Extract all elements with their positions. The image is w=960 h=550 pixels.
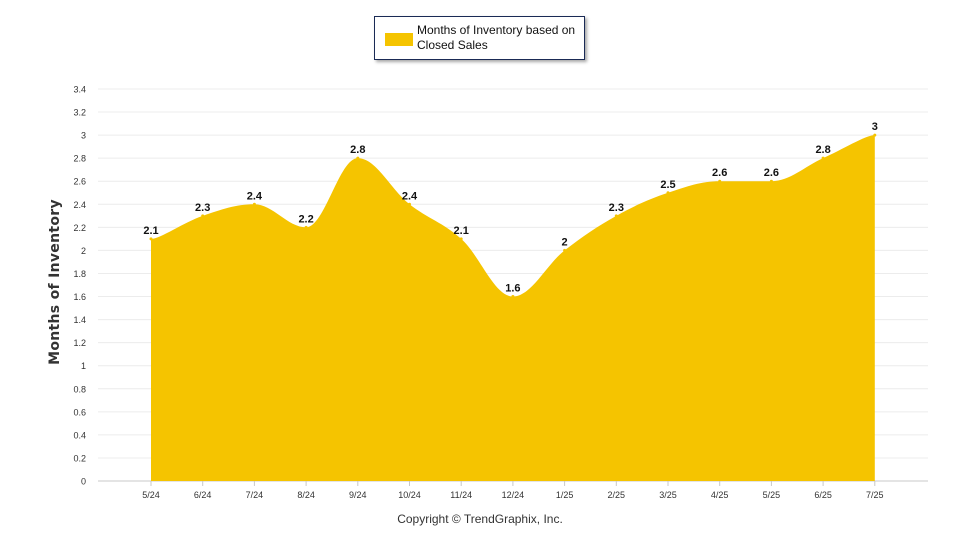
data-label: 3: [872, 121, 878, 133]
y-tick-label: 0.6: [73, 407, 86, 417]
data-label: 2.6: [712, 167, 727, 179]
data-point: [666, 191, 670, 195]
x-tick-label: 9/24: [349, 490, 367, 500]
y-tick-label: 0.4: [73, 430, 86, 440]
data-point: [304, 225, 308, 229]
y-tick-label: 1: [81, 361, 86, 371]
data-label: 2.3: [195, 202, 210, 214]
y-tick-label: 0.8: [73, 384, 86, 394]
y-tick-label: 3.2: [73, 108, 86, 118]
data-labels: 2.1 2.3 2.4 2.2 2.8 2.4 2.1 1.6 2 2.3 2.5 2.6 2.6 2.8…: [143, 121, 878, 294]
y-axis-ticks: 0 0.2 0.4 0.6 0.8 1 1.2 1.4 1.6 1.8 2 2.2 2.4 2.6 2.8 3…: [73, 85, 86, 487]
area-series: [149, 133, 877, 481]
data-label: 2.6: [764, 167, 779, 179]
data-label: 2.4: [402, 190, 418, 202]
y-tick-label: 2: [81, 246, 86, 256]
y-tick-label: 2.6: [73, 177, 86, 187]
data-point: [718, 179, 722, 183]
x-tick-label: 5/24: [142, 490, 160, 500]
data-label: 2.2: [298, 213, 313, 225]
data-point: [511, 295, 515, 299]
x-tick-label: 2/25: [608, 490, 626, 500]
x-tick-label: 7/25: [866, 490, 884, 500]
data-point: [408, 202, 411, 206]
x-axis-ticks: 5/24 6/24 7/24 8/24 9/24 10/24 11/24 12/24 1/25 2…: [142, 481, 884, 500]
data-label: 2.4: [247, 190, 263, 202]
y-tick-label: 1.6: [73, 292, 86, 302]
y-tick-label: 3: [81, 131, 86, 141]
x-tick-label: 6/25: [814, 490, 832, 500]
copyright-text: Copyright © TrendGraphix, Inc.: [397, 512, 563, 526]
x-tick-label: 4/25: [711, 490, 729, 500]
x-tick-label: 7/24: [246, 490, 264, 500]
y-tick-label: 3.4: [73, 85, 86, 95]
y-tick-label: 0: [81, 477, 86, 487]
data-point: [252, 202, 256, 206]
y-tick-label: 0.2: [73, 453, 86, 463]
data-point: [201, 214, 205, 218]
data-label: 2.8: [815, 144, 830, 156]
data-point: [821, 156, 825, 160]
data-label: 2.8: [350, 144, 365, 156]
legend: Months of Inventory based on Closed Sale…: [374, 16, 585, 60]
y-tick-label: 2.2: [73, 223, 86, 233]
x-tick-label: 10/24: [398, 490, 421, 500]
x-tick-label: 3/25: [659, 490, 677, 500]
data-point: [459, 237, 463, 241]
data-point: [149, 237, 153, 241]
x-tick-label: 8/24: [297, 490, 315, 500]
data-point: [769, 179, 773, 183]
data-point: [614, 214, 618, 218]
data-point: [873, 133, 877, 137]
data-label: 2.5: [660, 179, 675, 191]
data-label: 2.1: [143, 225, 158, 237]
y-tick-label: 2.8: [73, 154, 86, 164]
x-tick-label: 12/24: [502, 490, 525, 500]
y-tick-label: 2.4: [73, 200, 86, 210]
y-tick-label: 1.8: [73, 269, 86, 279]
y-tick-label: 1.4: [73, 315, 86, 325]
legend-label: Months of Inventory based on Closed Sale…: [417, 23, 576, 52]
data-point: [356, 156, 360, 160]
y-tick-label: 1.2: [73, 338, 86, 348]
legend-swatch: [385, 33, 413, 46]
y-axis-title: Months of Inventory: [47, 199, 63, 365]
x-tick-label: 11/24: [450, 490, 472, 500]
area-fill: [151, 135, 875, 481]
x-tick-label: 1/25: [556, 490, 574, 500]
data-point: [563, 248, 567, 252]
data-label: 2: [562, 236, 568, 248]
x-tick-label: 6/24: [194, 490, 212, 500]
data-label: 2.1: [454, 225, 469, 237]
x-tick-label: 5/25: [763, 490, 781, 500]
data-label: 2.3: [609, 202, 624, 214]
data-label: 1.6: [505, 283, 520, 295]
